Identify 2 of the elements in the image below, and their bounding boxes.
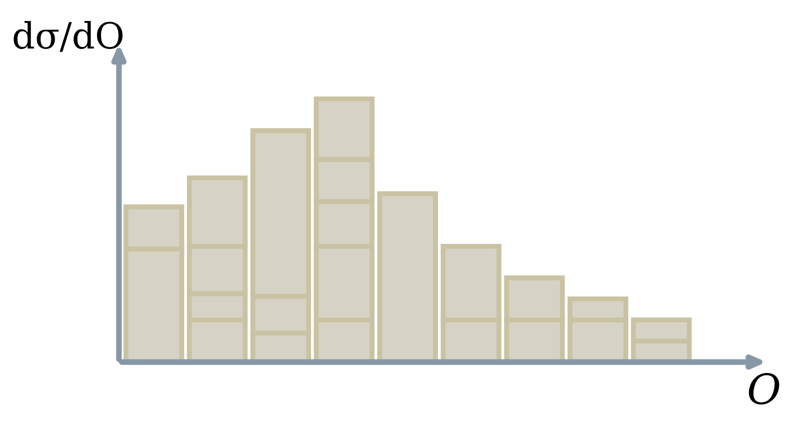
y-axis-title: dσ/dO [14,21,123,52]
x-axis-title: O [748,372,780,405]
